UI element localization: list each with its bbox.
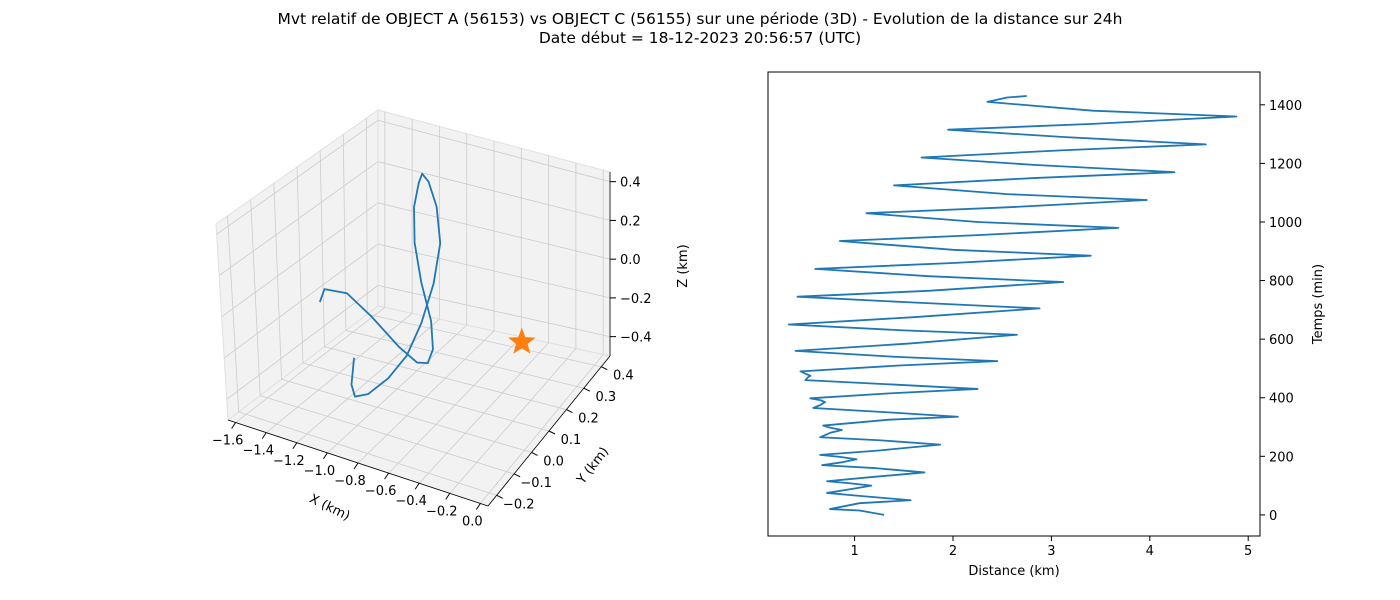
y-axis-label-3d: Y (km) — [574, 445, 613, 488]
x-tick-label: −0.8 — [334, 474, 366, 489]
grid-z-wall-left — [218, 161, 379, 276]
3d-data — [319, 172, 536, 398]
z-tick-label: 0.2 — [620, 214, 641, 229]
grid-y-floor — [367, 313, 602, 368]
grid-z-wall-left — [221, 202, 379, 318]
grid-z-wall-right — [377, 161, 611, 221]
chart-distance-time: 1 2 3 4 5 0 200 400 600 800 1000 1200 1400 Distance … — [767, 71, 1326, 579]
x-tick-label-2d: 1 — [850, 544, 858, 559]
x-tick — [322, 452, 328, 460]
z-tick-label: 0.4 — [620, 176, 641, 191]
grid-y-wall — [366, 118, 368, 315]
x-tick-label: −1.2 — [273, 454, 305, 469]
y-axis-line-3d — [487, 355, 611, 507]
y-tick-label-2d: 600 — [1269, 333, 1294, 348]
y-tick-label-2d: 1400 — [1269, 99, 1302, 114]
trajectory-line-3d — [319, 172, 442, 398]
3d-axes: −1.6−1.4−1.2−1.0−0.8−0.6−0.4−0.20.0−0.2−… — [212, 172, 652, 529]
2d-data — [787, 95, 1238, 516]
x-tick — [261, 432, 267, 439]
grid-y-wall — [342, 134, 347, 331]
x-tick-label: −0.2 — [426, 504, 458, 519]
grid-y-wall — [227, 215, 240, 412]
x-tick-label: −1.4 — [242, 444, 274, 459]
y-tick — [601, 366, 608, 371]
y-tick-label: −0.2 — [503, 497, 535, 512]
grid-y-floor — [281, 378, 532, 453]
distance-line — [787, 95, 1238, 516]
3d-panes — [215, 109, 611, 507]
x-tick-label: −1.6 — [212, 434, 244, 449]
z-tick-label: −0.2 — [620, 292, 652, 307]
grid-z-wall-right — [377, 119, 611, 183]
grid-y-floor — [324, 346, 567, 410]
x-tick-label-2d: 5 — [1244, 544, 1252, 559]
x-tick — [353, 462, 359, 470]
y-tick-label: 0.4 — [613, 369, 634, 384]
z-axis-label-3d: Z (km) — [676, 244, 691, 287]
grid-y-wall — [296, 166, 304, 364]
y-tick-label: −0.1 — [520, 476, 552, 491]
x-tick-label-2d: 2 — [949, 544, 957, 559]
y-tick-label: 0.1 — [561, 433, 582, 448]
x-tick-label: −0.6 — [365, 484, 397, 499]
y-tick-label-2d: 1200 — [1269, 157, 1302, 172]
grid-y-floor — [345, 330, 584, 389]
x-axis-label-3d: X (km) — [307, 492, 353, 524]
y-tick-label-2d: 0 — [1269, 509, 1277, 524]
x-tick-label: −0.4 — [395, 494, 427, 509]
y-tick — [496, 494, 503, 499]
x-tick-label-2d: 3 — [1047, 544, 1055, 559]
grid-y-floor — [260, 395, 515, 475]
y-tick — [583, 387, 591, 392]
y-axis-label-2d: Temps (min) — [1311, 264, 1326, 345]
figure-title-line2: Date début = 18-12-2023 20:56:57 (UTC) — [538, 29, 862, 47]
x-tick — [231, 422, 237, 429]
grid-y-floor — [238, 411, 497, 496]
y-tick-label-2d: 200 — [1269, 450, 1294, 465]
grid-y-wall — [319, 150, 325, 347]
x-tick-label: −1.0 — [304, 464, 336, 479]
x-tick — [384, 472, 390, 480]
x-axis-line-3d — [227, 419, 489, 507]
x-tick-label-2d: 4 — [1146, 544, 1154, 559]
y-tick — [566, 409, 573, 414]
x-tick — [475, 503, 481, 510]
y-tick — [531, 451, 538, 456]
x-tick — [292, 442, 298, 450]
plot-frame — [767, 71, 1261, 537]
grid-z-wall-left — [223, 243, 379, 359]
grid-y-wall — [250, 199, 261, 396]
y-tick-label-2d: 1000 — [1269, 216, 1302, 231]
x-tick — [445, 493, 451, 500]
y-tick-label-2d: 800 — [1269, 275, 1294, 290]
2d-ticks: 1 2 3 4 5 0 200 400 600 800 1000 1200 1400 — [850, 99, 1302, 559]
grid-z-wall-left — [216, 119, 379, 235]
grid-z-wall-right — [377, 202, 611, 260]
grid-y-wall — [273, 183, 282, 380]
y-tick-label-2d: 400 — [1269, 392, 1294, 407]
chart-3d-trajectory: −1.6−1.4−1.2−1.0−0.8−0.6−0.4−0.20.0−0.2−… — [212, 109, 691, 529]
y-tick — [548, 430, 556, 435]
y-tick — [513, 473, 521, 478]
x-tick-label: 0.0 — [462, 514, 483, 529]
x-tick — [414, 482, 420, 490]
y-tick-label: 0.3 — [596, 390, 617, 405]
object-c-star-marker — [508, 327, 536, 354]
y-tick-label: 0.0 — [543, 454, 564, 469]
grid-z-wall-left — [226, 285, 379, 400]
z-tick-label: 0.0 — [620, 253, 641, 268]
x-axis-label-2d: Distance (km) — [968, 564, 1059, 579]
z-tick-label: −0.4 — [620, 331, 652, 346]
3d-grid — [216, 111, 611, 504]
grid-y-floor — [302, 362, 550, 432]
grid-z-wall-right — [377, 284, 611, 338]
y-tick-label: 0.2 — [578, 412, 599, 427]
figure-title-line1: Mvt relatif de OBJECT A (56153) vs OBJEC… — [277, 10, 1123, 28]
